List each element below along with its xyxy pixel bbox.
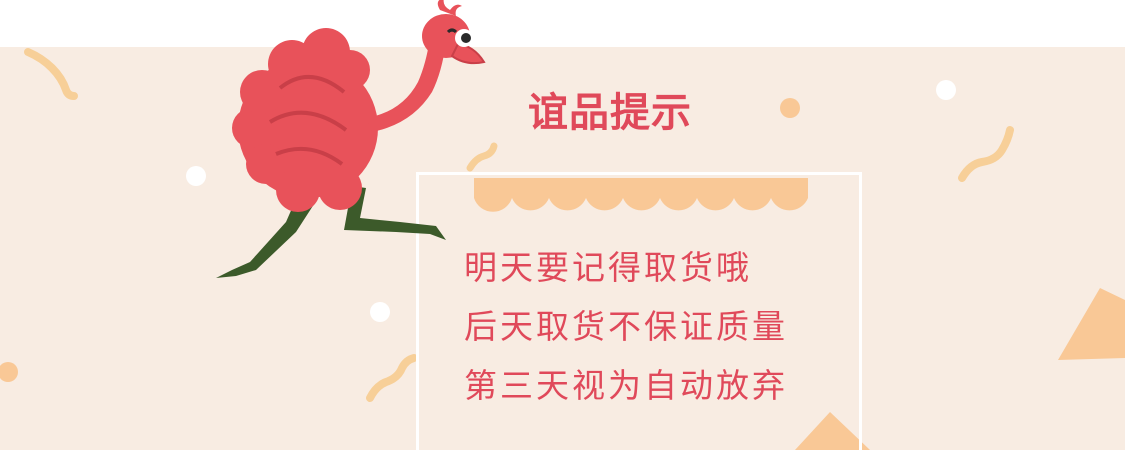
notice-line: 明天要记得取货哦 (464, 248, 752, 287)
page-title: 谊品提示 (528, 90, 692, 136)
notice-line: 第三天视为自动放弃 (464, 366, 788, 405)
notice-text: 明天要记得取货哦 后天取货不保证质量 第三天视为自动放弃 (464, 238, 844, 415)
confetti-decorations (0, 48, 1125, 450)
ostrich-illustration (216, 0, 486, 278)
background-band (0, 47, 1125, 450)
notice-line: 后天取货不保证质量 (464, 307, 788, 346)
scallop-awning (474, 178, 808, 212)
